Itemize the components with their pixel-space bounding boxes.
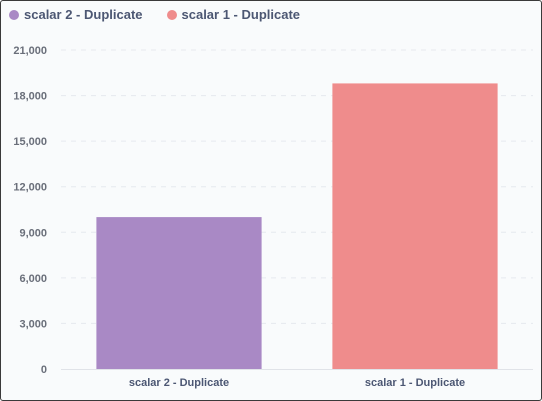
legend-label-scalar-2: scalar 2 - Duplicate xyxy=(24,7,143,22)
x-tick-label: scalar 2 - Duplicate xyxy=(129,377,229,389)
y-tick-label: 0 xyxy=(41,364,47,376)
y-tick-label: 12,000 xyxy=(13,182,47,194)
bar xyxy=(332,83,498,370)
y-tick-label: 18,000 xyxy=(13,91,47,103)
legend-swatch-scalar-1 xyxy=(166,9,177,20)
y-tick-label: 3,000 xyxy=(19,318,47,330)
legend-swatch-scalar-2 xyxy=(9,9,19,20)
legend-label-scalar-1: scalar 1 - Duplicate xyxy=(181,7,301,22)
x-tick-label: scalar 1 - Duplicate xyxy=(365,377,465,389)
y-tick-label: 21,000 xyxy=(13,45,47,57)
y-tick-label: 9,000 xyxy=(19,227,47,239)
y-tick-label: 6,000 xyxy=(19,273,47,285)
bar xyxy=(96,217,262,369)
legend-item-scalar-2[interactable]: scalar 2 - Duplicate xyxy=(9,7,143,22)
y-tick-label: 15,000 xyxy=(13,136,47,148)
chart-legend: scalar 2 - Duplicate scalar 1 - Duplicat… xyxy=(9,7,300,22)
legend-item-scalar-1[interactable]: scalar 1 - Duplicate xyxy=(166,7,301,22)
